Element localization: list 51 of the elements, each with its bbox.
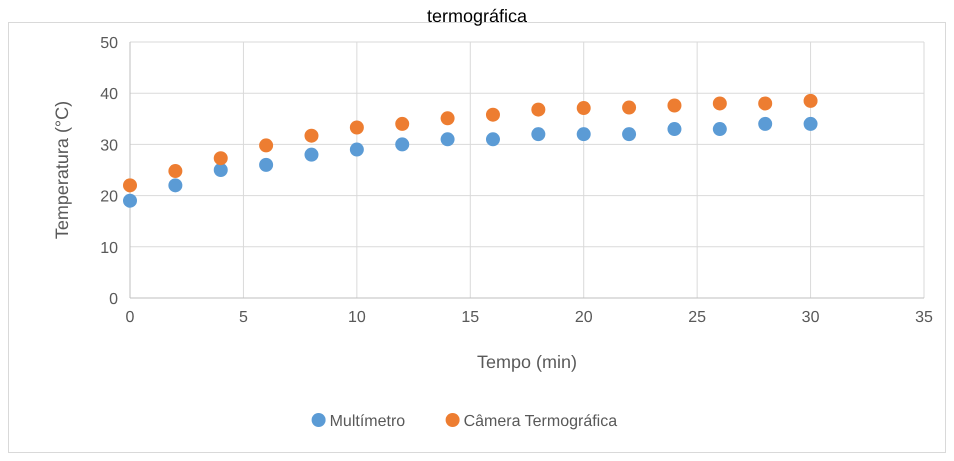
x-tick-label: 35 [915, 309, 933, 326]
x-tick-label: 5 [238, 309, 248, 326]
point [758, 96, 772, 110]
point [304, 148, 318, 162]
x-tick-label: 10 [348, 309, 366, 326]
point [486, 132, 500, 146]
point [214, 163, 228, 177]
point [576, 127, 591, 142]
point [622, 127, 636, 142]
legend-label: Câmera Termográfica [464, 413, 618, 430]
point [395, 116, 410, 131]
point [531, 102, 546, 117]
x-tick-label: 20 [574, 309, 593, 326]
point [168, 178, 182, 192]
point [758, 116, 772, 131]
y-tick-label: 50 [100, 35, 118, 52]
y-tick-label: 20 [100, 188, 118, 206]
y-axis-title: Temperatura (°C) [52, 100, 72, 240]
legend-label: Multímetro [330, 413, 406, 430]
point [259, 138, 274, 152]
point [576, 101, 591, 116]
point [804, 116, 818, 131]
point [440, 111, 455, 126]
chart-title: termográfica [426, 6, 528, 26]
y-tick-label: 30 [100, 137, 118, 154]
x-tick-label: 0 [126, 309, 135, 326]
point [667, 98, 682, 112]
point [304, 128, 318, 143]
point [440, 132, 455, 146]
point [712, 96, 727, 110]
x-tick-label: 30 [802, 309, 820, 326]
point [622, 100, 636, 115]
point [259, 158, 274, 172]
y-tick-label: 10 [100, 240, 118, 257]
point [123, 178, 137, 192]
point [123, 194, 137, 208]
y-tick-label: 0 [109, 291, 118, 308]
point [804, 94, 818, 108]
point [712, 122, 727, 136]
point [350, 142, 364, 157]
y-tick-label: 40 [100, 86, 118, 104]
point [667, 122, 682, 136]
point [486, 108, 500, 122]
x-tick-label: 15 [461, 309, 480, 326]
point [395, 137, 410, 152]
x-axis-title: Tempo (min) [476, 352, 578, 372]
point [214, 151, 228, 166]
point [168, 164, 182, 178]
point [350, 120, 364, 135]
x-tick-label: 25 [688, 309, 706, 326]
point [531, 127, 546, 142]
